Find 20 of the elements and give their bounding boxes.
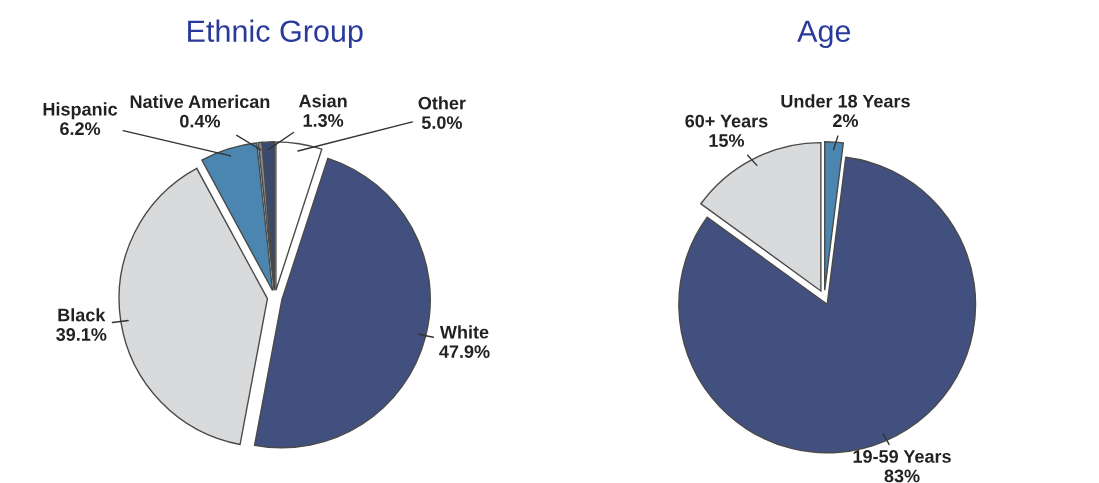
data-label: 0.4% xyxy=(180,114,221,128)
data-label: 6.2% xyxy=(60,122,101,136)
chart-title: Age xyxy=(797,20,851,49)
data-label: 2% xyxy=(833,114,859,128)
slice-label: Native American xyxy=(130,94,270,109)
data-label: 15% xyxy=(709,134,745,147)
slice-label: Asian xyxy=(298,94,347,108)
data-label: 47.9% xyxy=(439,345,490,359)
data-label: 1.3% xyxy=(303,114,344,127)
slice-label: Black xyxy=(58,308,106,322)
slice-label: Other xyxy=(418,96,466,110)
chart-title: Ethnic Group xyxy=(188,19,363,49)
data-label: 39.1% xyxy=(56,328,107,341)
data-label: 5.0% xyxy=(421,116,462,129)
slice-label: Hispanic xyxy=(43,102,118,120)
slice-label: White xyxy=(439,325,489,339)
slice-label: Under 18 Years xyxy=(781,94,910,108)
data-label: 83% xyxy=(884,469,920,483)
slice-label: 19-59 Years xyxy=(853,450,951,463)
slice-label: 60+ Years xyxy=(685,114,768,128)
